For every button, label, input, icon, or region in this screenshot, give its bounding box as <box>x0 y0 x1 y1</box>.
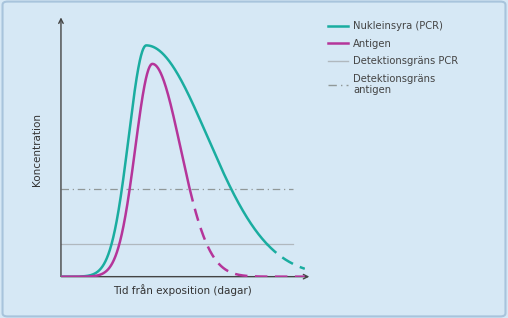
Text: Koncentration: Koncentration <box>31 113 42 186</box>
Legend: Nukleinsyra (PCR), Antigen, Detektionsgräns PCR, Detektionsgräns
antigen: Nukleinsyra (PCR), Antigen, Detektionsgr… <box>324 17 462 99</box>
X-axis label: Tid från exposition (dagar): Tid från exposition (dagar) <box>113 284 252 295</box>
